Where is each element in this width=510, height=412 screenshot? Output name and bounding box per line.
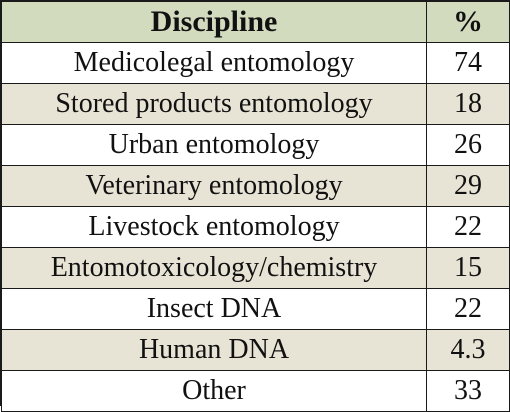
percent-cell: 18	[426, 83, 510, 125]
percent-cell: 26	[426, 124, 510, 166]
percent-cell: 29	[426, 165, 510, 207]
discipline-cell: Medicolegal entomology	[1, 42, 427, 84]
table-row: Stored products entomology 18	[1, 83, 510, 125]
discipline-cell: Veterinary entomology	[1, 165, 427, 207]
discipline-cell: Other	[1, 370, 427, 412]
table-row: Other 33	[1, 370, 510, 412]
percent-cell: 4.3	[426, 329, 510, 371]
percent-cell: 22	[426, 288, 510, 330]
discipline-cell: Entomotoxicology/chemistry	[1, 247, 427, 289]
discipline-cell: Stored products entomology	[1, 83, 427, 125]
table-row: Livestock entomology 22	[1, 206, 510, 248]
percent-cell: 33	[426, 370, 510, 412]
table-row: Entomotoxicology/chemistry 15	[1, 247, 510, 289]
table-header-row: Discipline %	[1, 1, 510, 43]
percent-cell: 74	[426, 42, 510, 84]
table-row: Insect DNA 22	[1, 288, 510, 330]
discipline-cell: Urban entomology	[1, 124, 427, 166]
header-percent: %	[426, 1, 510, 43]
header-discipline: Discipline	[1, 1, 427, 43]
discipline-cell: Livestock entomology	[1, 206, 427, 248]
discipline-cell: Insect DNA	[1, 288, 427, 330]
table-row: Veterinary entomology 29	[1, 165, 510, 207]
table-row: Urban entomology 26	[1, 124, 510, 166]
table-row: Human DNA 4.3	[1, 329, 510, 371]
percent-cell: 15	[426, 247, 510, 289]
discipline-cell: Human DNA	[1, 329, 427, 371]
percent-cell: 22	[426, 206, 510, 248]
table-row: Medicolegal entomology 74	[1, 42, 510, 84]
